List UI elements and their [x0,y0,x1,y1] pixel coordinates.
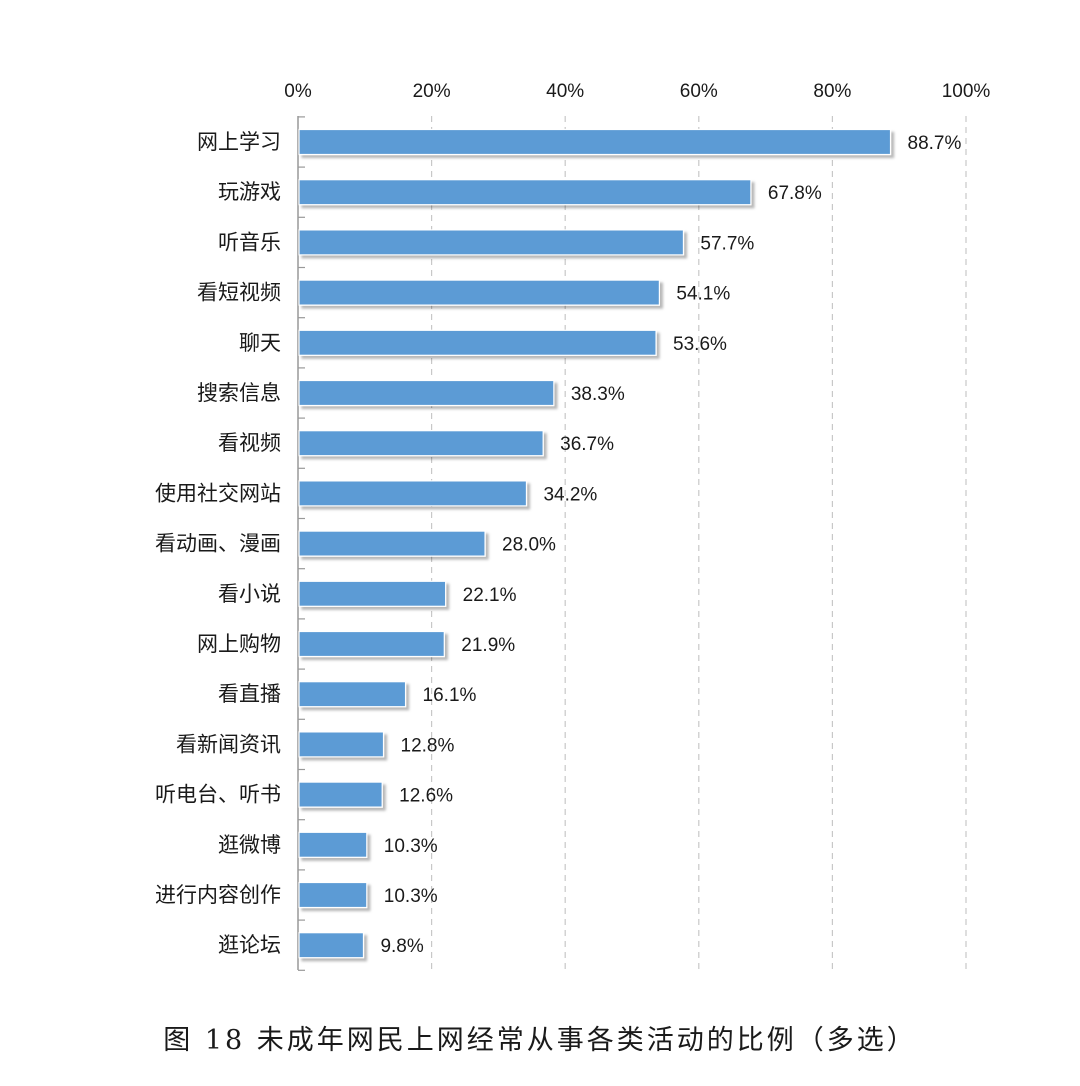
category-label: 网上学习 [197,131,281,154]
category-label: 听电台、听书 [155,784,281,807]
x-tick-label: 60% [680,81,718,102]
bar [298,781,383,808]
bar [298,329,657,356]
category-label: 搜索信息 [197,382,281,405]
labels: 网上学习 88.7% 玩游戏 67.8% 听音乐 57.7% 看短视频 54.1% 聊天 53.6… [155,131,961,957]
bar [298,630,445,658]
data-label: 53.6% [673,334,727,355]
category-label: 进行内容创作 [155,884,281,907]
x-tick-label: 0% [284,81,312,102]
category-label: 聊天 [239,332,281,355]
category-label: 看小说 [218,583,281,606]
data-label: 12.6% [399,786,453,807]
bar [298,430,544,457]
bar [298,831,368,858]
data-label: 10.3% [384,886,438,907]
x-axis-ticks: 0% 20% 40% 60% 80% 100% [284,81,990,102]
bars [298,128,892,959]
data-label: 21.9% [461,635,515,656]
data-label: 38.3% [571,384,625,405]
data-label: 67.8% [768,183,822,204]
x-tick-label: 40% [546,81,584,102]
category-label: 听音乐 [218,231,281,254]
category-label: 使用社交网站 [155,482,281,505]
data-label: 9.8% [380,936,423,957]
data-label: 57.7% [700,233,754,254]
category-label: 看动画、漫画 [155,533,281,556]
bar [298,881,368,909]
data-label: 28.0% [502,535,556,556]
bar [298,530,486,557]
x-tick-label: 80% [813,81,851,102]
data-label: 12.8% [401,735,455,756]
bar [298,379,555,407]
data-label: 16.1% [423,685,477,706]
x-tick-label: 20% [413,81,451,102]
category-label: 看视频 [218,432,281,455]
y-axis [297,116,305,971]
x-tick-label: 100% [942,81,991,102]
category-label: 逛论坛 [218,934,281,957]
data-label: 88.7% [908,133,962,154]
category-label: 看直播 [218,683,281,706]
bar [298,480,528,507]
category-label: 看短视频 [197,282,281,305]
bar [298,179,752,206]
category-label: 网上购物 [197,633,281,656]
bar [298,932,365,959]
data-label: 10.3% [384,836,438,857]
data-label: 36.7% [560,434,614,455]
bar [298,681,407,708]
data-label: 54.1% [676,284,730,305]
bar [298,229,685,256]
bar [298,128,892,156]
chart-title: 图 18 未成年网民上网经常从事各类活动的比例（多选） [163,1025,917,1056]
bar [298,731,385,758]
category-label: 看新闻资讯 [176,733,281,756]
bar-chart: 0% 20% 40% 60% 80% 100% 网上学习 88.7% 玩游戏 67.8% 听音乐 5… [155,81,990,971]
data-label: 34.2% [543,484,597,505]
data-label: 22.1% [463,585,517,606]
bar [298,580,447,607]
category-label: 玩游戏 [218,181,281,204]
bar [298,279,660,306]
category-label: 逛微博 [218,834,281,857]
